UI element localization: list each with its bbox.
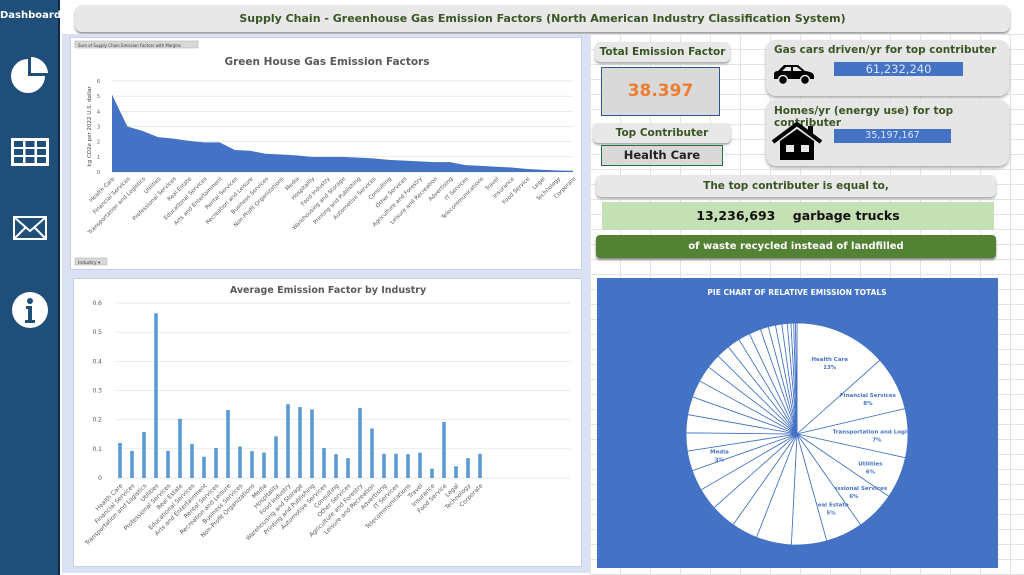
bar (430, 468, 434, 478)
industry-filter-button (74, 257, 108, 266)
pivot-field-label: Sum of Supply Chain Emission Factors wit… (78, 43, 181, 48)
chart-title: PIE CHART OF RELATIVE EMISSION TOTALS (707, 288, 886, 297)
gas-cars-value: 61,232,240 (834, 62, 963, 76)
area-series (112, 94, 573, 172)
info-icon[interactable] (10, 290, 50, 330)
bar (214, 447, 218, 478)
y-tick-label: 0 (97, 170, 100, 176)
bar (466, 458, 470, 478)
pie-data-label: Media 3% (710, 449, 729, 463)
pie-data-label: Financial Services 8% (840, 393, 897, 407)
y-tick-label: 0.3 (92, 388, 102, 395)
bar (142, 431, 146, 478)
dashboard-header-title: Supply Chain - Greenhouse Gas Emission F… (75, 5, 1010, 32)
garbage-trucks-row: 13,236,693 garbage trucks (602, 202, 994, 230)
bar (478, 453, 482, 478)
gas-cars-label: Gas cars driven/yr for top contributer (774, 44, 997, 56)
bar-chart: Average Emission Factor by Industry 0 0.1 0… (83, 285, 570, 548)
pie-data-label: Professional Services 6% (821, 486, 888, 500)
garbage-trucks-value: 13,236,693 (696, 208, 776, 223)
pie-data-label: Health Care 13% (811, 357, 848, 371)
garbage-trucks-unit: garbage trucks (792, 208, 900, 223)
bar (130, 450, 134, 478)
bar (322, 447, 326, 478)
top-contributer-value[interactable]: Health Care (601, 145, 723, 166)
homes-value: 35,197,167 (834, 129, 951, 143)
y-tick-label: 4 (97, 109, 100, 115)
pie-data-label: Utilities 6% (858, 462, 883, 476)
bar (370, 428, 374, 478)
bar (382, 453, 386, 478)
y-tick-label: 2 (97, 140, 100, 146)
total-emission-value: 38.397 (601, 67, 720, 116)
bar (274, 436, 278, 478)
bar (238, 446, 242, 478)
bar (166, 450, 170, 478)
pie-chart-card: PIE CHART OF RELATIVE EMISSION TOTALS Hea… (597, 278, 998, 568)
area-chart: Sum of Supply Chain Emission Factors wit… (74, 40, 578, 266)
total-emission-label: Total Emission Factor (595, 42, 730, 62)
pie-chart-icon[interactable] (10, 55, 50, 95)
bar (334, 454, 338, 478)
industry-filter-label: Industry ▾ (78, 260, 101, 266)
homes-card: Homes/yr (energy use) for top contribute… (766, 100, 1009, 166)
area-chart-card: Sum of Supply Chain Emission Factors wit… (70, 37, 582, 270)
homes-label: Homes/yr (energy use) for top contribute… (774, 105, 954, 129)
house-icon (771, 122, 823, 160)
bar (358, 408, 362, 478)
y-tick-label: 0.4 (92, 358, 102, 365)
bar (226, 410, 230, 478)
y-tick-label: 0.6 (92, 300, 102, 307)
chart-title: Green House Gas Emission Factors (225, 56, 430, 68)
y-tick-label: 0.1 (92, 446, 102, 453)
bar (178, 418, 182, 478)
bar (394, 453, 398, 478)
bar (190, 443, 194, 478)
table-icon[interactable] (10, 132, 50, 172)
pie-data-label: Real Estate 5% (813, 502, 848, 516)
sidebar: Dashboard (0, 0, 61, 575)
bar (442, 422, 446, 478)
equal-label: The top contributer is equal to, (596, 175, 996, 197)
bar (286, 404, 290, 478)
y-axis-label: kg CO2e per 2022 U.S. dollar (87, 86, 93, 167)
bar (454, 466, 458, 478)
y-tick-label: 0.5 (92, 329, 102, 336)
pie-data-label: Transportation and Logistics 7% (833, 429, 922, 443)
bar (310, 409, 314, 478)
worksheet-grid: Total Emission Factor 38.397 Top Contrib… (590, 34, 1024, 575)
pie-slice (795, 322, 798, 435)
bar (262, 452, 266, 478)
y-tick-label: 6 (97, 79, 100, 85)
bar (154, 313, 158, 478)
y-tick-label: 5 (97, 94, 100, 100)
bar (250, 451, 254, 478)
x-tick-label: Transportation and Logistics (87, 176, 148, 237)
bar (298, 407, 302, 478)
y-tick-label: 0.2 (92, 417, 102, 424)
bar (418, 452, 422, 478)
top-contributer-label: Top Contributer (593, 123, 731, 143)
bar (118, 443, 122, 478)
y-tick-label: 3 (97, 125, 100, 131)
bar-chart-card: Average Emission Factor by Industry 0 0.1 0… (73, 278, 582, 567)
mail-icon[interactable] (10, 208, 50, 248)
recycled-label: of waste recycled instead of landfilled (596, 235, 996, 258)
y-tick-label: 1 (97, 155, 100, 161)
chart-title: Average Emission Factor by Industry (230, 285, 427, 296)
dashboard-title[interactable]: Dashboard (0, 10, 61, 21)
gas-cars-card: Gas cars driven/yr for top contributer 6… (766, 40, 1009, 96)
pivot-field-button (74, 40, 199, 49)
bar (346, 458, 350, 478)
charts-panel: Sum of Supply Chain Emission Factors wit… (62, 34, 590, 573)
bar (406, 454, 410, 478)
pie-chart: PIE CHART OF RELATIVE EMISSION TOTALS Hea… (685, 288, 922, 546)
bar (202, 456, 206, 478)
y-tick-label: 0 (98, 475, 102, 482)
pie-slice (796, 322, 881, 435)
car-icon (774, 65, 814, 86)
